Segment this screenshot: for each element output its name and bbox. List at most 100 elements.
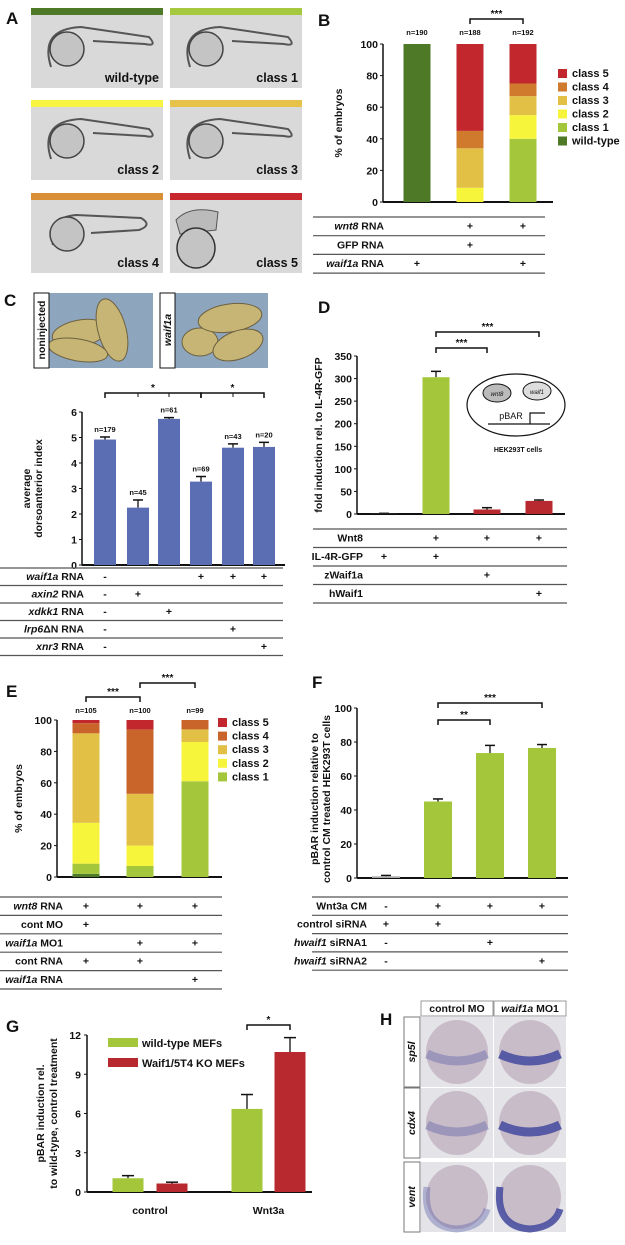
bar <box>231 1108 263 1192</box>
condition-label-italic: waif1a <box>5 974 37 986</box>
embryo-image: wild-type <box>31 8 163 88</box>
condition-mark: + <box>467 239 473 251</box>
n-label: n=190 <box>406 28 427 37</box>
condition-label: waif1a MO1 <box>5 937 63 949</box>
condition-label-plain: cont RNA <box>15 956 63 968</box>
condition-label: cont MO <box>21 919 63 931</box>
legend-label: class 5 <box>232 717 269 729</box>
y-tick-label: 5 <box>71 433 77 445</box>
condition-mark: + <box>435 919 441 931</box>
y-axis-label: pBAR induction rel. <box>35 1064 47 1162</box>
condition-mark: + <box>83 901 89 913</box>
bar-segment <box>126 793 154 846</box>
bar <box>112 1178 144 1192</box>
wnt8-label: wnt8 <box>491 392 504 398</box>
bar <box>372 876 400 878</box>
condition-label-italic: waif1a <box>26 571 58 583</box>
y-tick-label: 100 <box>34 715 52 727</box>
condition-mark: + <box>381 551 387 563</box>
embryo-yolk <box>49 123 85 159</box>
legend-swatch <box>558 82 567 92</box>
image-label-box <box>33 292 50 369</box>
waif1-plasmid <box>522 381 552 401</box>
condition-mark: + <box>166 606 172 618</box>
condition-label-plain: RNA <box>58 588 84 600</box>
condition-label-italic: xnr3 <box>35 641 58 653</box>
bar-segment <box>126 720 154 730</box>
image-label: noninjected <box>36 301 48 360</box>
significance-label: *** <box>482 322 494 333</box>
embryo-image: class 3 <box>170 100 302 180</box>
y-tick-label: 20 <box>366 165 378 177</box>
bar-segment <box>509 44 537 84</box>
condition-label-plain: RNA <box>58 641 84 653</box>
significance-bracket <box>435 331 540 337</box>
embryo-image: class 4 <box>31 193 163 273</box>
embryo-body <box>47 25 154 68</box>
embryo <box>426 1020 488 1084</box>
bar-segment <box>181 729 209 742</box>
y-axis-label: pBAR induction relative to <box>309 733 321 865</box>
legend-swatch <box>558 136 567 146</box>
panel-label: G <box>6 1017 19 1036</box>
condition-mark: + <box>192 937 198 949</box>
condition-mark: + <box>536 588 542 600</box>
embryo <box>499 1091 561 1155</box>
bar <box>127 507 149 565</box>
image-label: waif1a <box>162 314 174 346</box>
tadpole-embryo <box>212 328 264 362</box>
y-tick-label: 60 <box>366 102 378 114</box>
legend-swatch <box>108 1058 138 1067</box>
condition-label: zWaif1a <box>324 570 363 582</box>
condition-label: lrp6ΔN RNA <box>24 623 84 635</box>
condition-label-italic: wnt8 <box>13 901 37 913</box>
significance-label: *** <box>484 693 496 704</box>
bar-segment <box>509 115 537 139</box>
class-label: class 3 <box>256 163 298 177</box>
condition-mark: - <box>103 606 107 618</box>
legend-label: class 2 <box>572 109 609 121</box>
condition-mark: + <box>192 901 198 913</box>
bar-segment <box>509 138 537 202</box>
y-tick-label: 50 <box>340 486 352 498</box>
expression-band <box>498 1120 562 1137</box>
y-tick-label: 350 <box>334 351 352 363</box>
significance-bracket <box>139 682 196 688</box>
condition-mark: + <box>83 956 89 968</box>
y-tick-label: 60 <box>340 771 352 783</box>
condition-label: xdkk1 RNA <box>28 606 85 618</box>
legend-label: class 3 <box>572 95 609 107</box>
condition-label-plain: RNA <box>37 901 63 913</box>
condition-label-italic: waif1a <box>5 937 37 949</box>
significance-bracket <box>246 1024 291 1030</box>
embryo-yolk <box>49 216 85 252</box>
y-tick-label: 200 <box>334 419 352 431</box>
bar-segment <box>72 873 100 877</box>
legend-swatch <box>558 96 567 105</box>
y-tick-label: 6 <box>71 407 77 419</box>
condition-mark: - <box>103 641 107 653</box>
condition-label-plain: RNA <box>358 221 384 233</box>
y-tick-label: 1 <box>71 535 77 547</box>
condition-label-italic: hwaif1 <box>294 937 327 949</box>
legend-label: class 5 <box>572 68 609 80</box>
y-tick-label: 40 <box>366 134 378 146</box>
embryo-yolk <box>49 31 85 67</box>
expression-band <box>425 1049 489 1066</box>
class-label: class 4 <box>117 256 159 270</box>
condition-label: Wnt8 <box>337 533 363 545</box>
significance-bracket <box>469 18 524 24</box>
bar <box>476 753 504 878</box>
significance-bracket <box>437 719 491 725</box>
class-label: class 5 <box>256 256 298 270</box>
y-tick-label: 150 <box>334 441 352 453</box>
panel-d: D 0 50 100 150 200 250 300 350 fold induction rel… <box>312 298 567 604</box>
column-header: control MO <box>429 1003 484 1015</box>
significance-label: *** <box>107 687 119 698</box>
condition-label: GFP RNA <box>337 239 384 251</box>
embryo-body <box>47 117 154 160</box>
condition-label-plain: RNA <box>58 571 84 583</box>
bar-segment <box>509 96 537 116</box>
